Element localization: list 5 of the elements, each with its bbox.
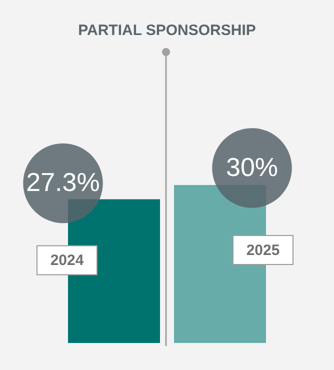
data-label: 27.3% [26, 167, 100, 198]
x-tick-label: 2024 [50, 252, 84, 270]
chart-title: PARTIAL SPONSORSHIP [78, 22, 256, 39]
x-tick-label: 2025 [246, 242, 280, 259]
data-label: 30% [226, 152, 278, 182]
